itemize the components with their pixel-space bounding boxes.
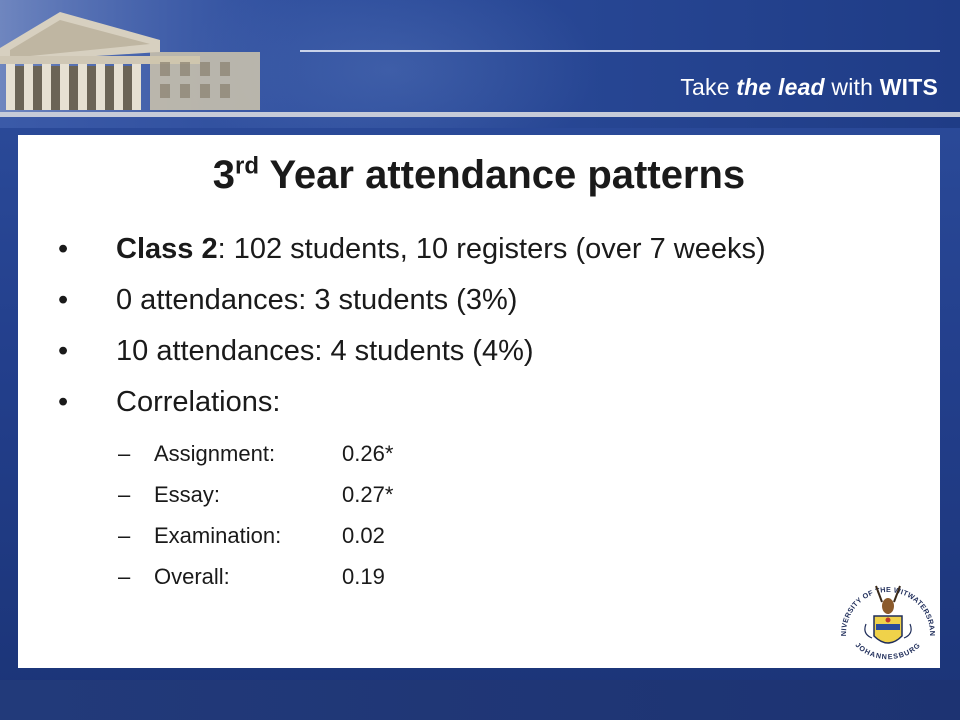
title-superscript: rd (235, 152, 260, 180)
slide-title: 3rd Year attendance patterns (18, 153, 940, 198)
bullet-key: Class 2 (116, 233, 218, 265)
bullet-dot: • (58, 284, 69, 316)
bullet-text: 0 attendances: 3 students (3%) (116, 284, 518, 316)
sub-bullet-item: – Essay: 0.27* (58, 481, 878, 522)
correlation-value: 0.02 (342, 523, 385, 548)
header-rule-top (300, 50, 940, 52)
tagline-mid: with (824, 74, 880, 100)
bullet-text: : 102 students, 10 registers (over 7 wee… (217, 233, 766, 265)
bullet-item: • Class 2: 102 students, 10 registers (ov… (58, 231, 878, 267)
tagline-brand: WITS (879, 74, 938, 100)
bullet-dot: • (58, 335, 69, 367)
correlation-value: 0.27* (342, 482, 394, 507)
correlation-label: Assignment: (154, 441, 276, 466)
bullet-dot: • (58, 386, 69, 418)
bullet-list: • Class 2: 102 students, 10 registers (ov… (58, 231, 878, 604)
bullet-dot: • (58, 233, 69, 265)
sub-bullet-dash: – (118, 564, 131, 589)
bullet-text: Correlations: (116, 386, 281, 418)
correlation-value: 0.19 (342, 564, 385, 589)
university-building-image (0, 0, 300, 112)
university-seal-logo: UNIVERSITY OF THE WITWATERSRAND JOHANNES… (832, 572, 937, 661)
bullet-item: • 10 attendances: 4 students (4%) (58, 333, 878, 369)
correlation-label: Overall: (154, 564, 230, 589)
sub-bullet-item: – Assignment: 0.26* (58, 440, 878, 481)
title-number: 3 (212, 153, 236, 197)
sub-bullet-dash: – (118, 482, 131, 507)
header-rule-bottom (0, 112, 960, 117)
tagline-emphasis: the lead (736, 74, 825, 100)
tagline-pre: Take (680, 74, 737, 100)
sub-bullet-dash: – (118, 523, 131, 548)
header-banner: Take the lead with WITS (0, 0, 960, 128)
bullet-text: 10 attendances: 4 students (4%) (116, 335, 534, 367)
correlation-value: 0.26* (342, 441, 394, 466)
correlation-label: Essay: (154, 482, 221, 507)
bullet-item: • Correlations: (58, 384, 878, 420)
title-text: Year attendance patterns (259, 153, 746, 197)
footer-bar (0, 680, 960, 720)
sub-bullet-item: – Examination: 0.02 (58, 522, 878, 563)
content-panel: 3rd Year attendance patterns • Class 2: 1… (18, 135, 940, 668)
sub-bullet-item: – Overall: 0.19 (58, 563, 878, 604)
bullet-item: • 0 attendances: 3 students (3%) (58, 282, 878, 318)
correlation-label: Examination: (154, 523, 282, 548)
sub-bullet-dash: – (118, 441, 131, 466)
tagline: Take the lead with WITS (680, 74, 938, 101)
